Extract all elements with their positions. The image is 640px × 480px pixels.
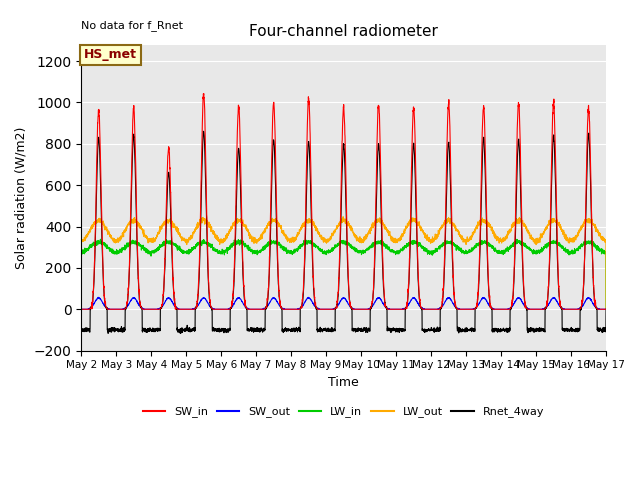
LW_out	[190, 229, 198, 235]
Rnet_4way	[77, 325, 85, 331]
LW_out	[602, 306, 610, 312]
Y-axis label: Solar radiation (W/m2): Solar radiation (W/m2)	[15, 126, 28, 269]
SW_in	[190, 306, 198, 312]
LW_in	[552, 240, 560, 246]
Rnet_4way	[200, 128, 207, 134]
SW_in	[602, 306, 610, 312]
SW_in	[404, 293, 412, 299]
LW_in	[602, 306, 610, 312]
Rnet_4way	[395, 328, 403, 334]
Rnet_4way	[104, 331, 112, 336]
SW_out	[602, 306, 610, 312]
SW_in	[224, 306, 232, 312]
Rnet_4way	[190, 326, 198, 332]
LW_out	[552, 217, 560, 223]
Rnet_4way	[552, 220, 560, 226]
SW_in	[395, 306, 403, 312]
LW_out	[395, 236, 403, 241]
Line: LW_out: LW_out	[81, 216, 606, 309]
X-axis label: Time: Time	[328, 376, 359, 389]
SW_out	[224, 306, 232, 312]
Legend: SW_in, SW_out, LW_in, LW_out, Rnet_4way: SW_in, SW_out, LW_in, LW_out, Rnet_4way	[139, 402, 548, 422]
LW_in	[404, 241, 412, 247]
Line: Rnet_4way: Rnet_4way	[81, 131, 606, 334]
Text: HS_met: HS_met	[84, 48, 137, 61]
SW_out	[94, 294, 102, 300]
Text: No data for f_Rnet: No data for f_Rnet	[81, 20, 183, 31]
SW_out	[190, 306, 198, 312]
SW_out	[395, 306, 403, 312]
LW_out	[77, 239, 85, 244]
LW_in	[97, 236, 104, 242]
Line: SW_in: SW_in	[81, 94, 606, 309]
LW_in	[395, 250, 403, 256]
LW_in	[190, 244, 198, 250]
Line: SW_out: SW_out	[81, 297, 606, 310]
Rnet_4way	[224, 330, 232, 336]
Rnet_4way	[602, 306, 610, 312]
SW_out	[141, 307, 148, 312]
LW_in	[224, 247, 232, 252]
LW_in	[602, 250, 610, 255]
SW_in	[77, 306, 85, 312]
SW_in	[552, 194, 560, 200]
SW_out	[77, 306, 85, 312]
Rnet_4way	[404, 294, 412, 300]
LW_out	[339, 214, 347, 219]
Title: Four-channel radiometer: Four-channel radiometer	[249, 24, 438, 39]
Line: LW_in: LW_in	[81, 239, 606, 309]
LW_out	[224, 232, 232, 238]
LW_out	[602, 238, 610, 243]
SW_out	[404, 302, 412, 308]
SW_in	[602, 306, 610, 312]
SW_out	[602, 306, 610, 312]
SW_out	[552, 298, 560, 304]
Rnet_4way	[602, 326, 610, 332]
LW_out	[404, 223, 412, 229]
SW_in	[200, 91, 207, 96]
LW_in	[77, 248, 85, 253]
